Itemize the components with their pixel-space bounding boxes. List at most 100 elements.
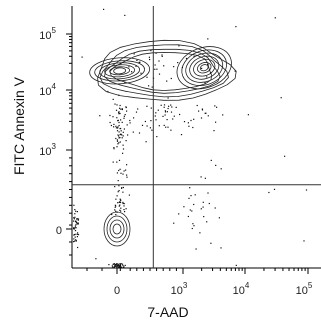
event-dot <box>119 107 121 109</box>
event-dot <box>220 168 222 170</box>
event-dot <box>116 265 118 267</box>
y-axis-title: FITC Annexin V <box>11 76 27 175</box>
event-dot <box>122 202 124 205</box>
event-dot <box>74 230 77 232</box>
event-dot <box>116 172 118 174</box>
event-dot <box>133 53 135 55</box>
event-dot <box>196 104 198 107</box>
event-dot <box>115 127 117 129</box>
contour-early-apoptotic <box>89 57 150 85</box>
event-dot <box>146 105 148 107</box>
event-dot <box>140 72 142 74</box>
event-dot <box>205 112 207 114</box>
event-dot <box>114 186 116 188</box>
event-dot <box>118 190 120 192</box>
y-tick-label: 0 <box>56 225 62 237</box>
event-dot <box>76 211 78 213</box>
event-dot <box>114 103 116 105</box>
event-dot <box>120 127 122 130</box>
event-dot <box>177 62 179 64</box>
event-dot <box>109 121 111 124</box>
event-dot <box>122 152 124 154</box>
event-dot <box>123 266 125 268</box>
event-dot <box>123 170 125 172</box>
y-tick-label: 105 <box>39 26 56 42</box>
event-dot <box>284 155 286 157</box>
event-dot <box>112 161 114 163</box>
event-dot <box>115 137 117 140</box>
event-dot <box>75 240 77 242</box>
event-dot <box>189 209 191 211</box>
event-dot <box>118 205 120 207</box>
event-dot <box>123 209 125 211</box>
event-dot <box>156 68 158 70</box>
event-dot <box>115 265 118 267</box>
event-dot <box>146 125 148 127</box>
contour-early-apoptotic <box>94 60 145 82</box>
event-dot <box>170 104 172 106</box>
event-dot <box>194 194 196 196</box>
contour-live-cells <box>109 219 125 239</box>
contour-apoptotic-cells-outer <box>97 39 237 101</box>
event-dot <box>155 52 157 54</box>
event-dot <box>77 246 79 249</box>
event-dot <box>163 106 165 108</box>
event-dot <box>77 219 79 221</box>
event-dot <box>122 148 125 150</box>
event-dot <box>138 132 141 134</box>
event-dot <box>273 188 276 190</box>
event-dot <box>117 263 119 265</box>
event-dot <box>173 66 175 68</box>
event-dot <box>170 111 173 113</box>
event-dot <box>125 169 127 171</box>
event-dot <box>116 161 118 163</box>
event-dot <box>164 110 166 112</box>
event-dot <box>118 137 120 139</box>
event-dot <box>126 110 128 112</box>
event-dot <box>77 232 79 234</box>
event-dot <box>116 140 119 142</box>
event-dot <box>164 111 167 113</box>
event-dot <box>207 115 209 117</box>
event-dot <box>120 130 122 132</box>
event-dot <box>77 234 80 236</box>
event-dot <box>74 209 76 211</box>
event-dot <box>74 236 76 238</box>
contour-late-apoptotic <box>176 46 232 90</box>
event-dot <box>73 241 75 243</box>
event-dot <box>120 265 122 267</box>
event-dot <box>204 82 206 84</box>
event-dot <box>149 127 151 129</box>
event-dot <box>113 147 115 149</box>
contour-apoptotic-cells-outer <box>104 48 221 94</box>
contour-early-apoptotic <box>99 62 140 80</box>
event-dot <box>121 137 123 139</box>
event-dot <box>77 218 80 220</box>
event-dot <box>207 192 209 194</box>
event-dot <box>191 227 193 230</box>
event-dot <box>123 205 125 207</box>
event-dot <box>115 265 117 267</box>
event-dot <box>168 105 170 107</box>
event-dot <box>112 116 114 118</box>
event-dot <box>185 57 188 60</box>
event-dot <box>119 264 121 266</box>
event-dot <box>76 218 78 220</box>
event-dot <box>178 213 180 215</box>
event-dot <box>207 63 209 65</box>
event-dot <box>115 263 117 265</box>
event-dot <box>118 201 120 203</box>
event-dot <box>210 159 212 161</box>
event-dot <box>75 224 77 226</box>
event-dot <box>75 239 77 241</box>
event-dot <box>122 191 124 193</box>
event-dot <box>179 113 181 116</box>
event-dot <box>180 134 183 136</box>
event-dot <box>192 223 194 225</box>
event-dot <box>118 124 120 127</box>
event-dot <box>189 187 191 189</box>
event-dot <box>204 177 206 179</box>
event-dot <box>170 77 172 80</box>
event-dot <box>119 141 121 143</box>
